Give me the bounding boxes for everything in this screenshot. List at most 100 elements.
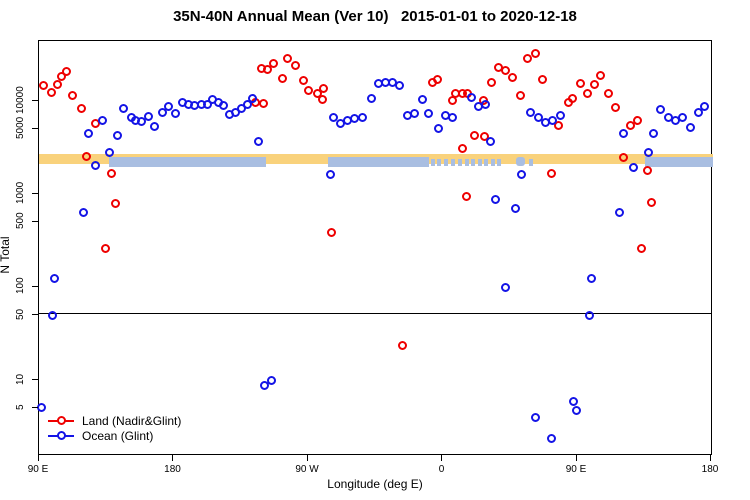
- y-tick-mark: [32, 220, 38, 222]
- data-point-ocean: [158, 108, 168, 118]
- data-point-ocean: [694, 108, 704, 118]
- legend-circle-icon: [56, 431, 66, 440]
- band-blue-speckle: [471, 159, 475, 166]
- data-point-ocean: [326, 170, 336, 180]
- legend-item-ocean: Ocean (Glint): [48, 428, 181, 443]
- data-point-ocean: [548, 116, 558, 126]
- legend: Land (Nadir&Glint) Ocean (Glint): [48, 413, 181, 443]
- data-point-land: [604, 89, 614, 99]
- data-point-ocean: [491, 195, 501, 205]
- data-point-ocean: [91, 161, 101, 171]
- band-blue-speckle: [431, 159, 435, 166]
- data-point-land: [259, 99, 269, 109]
- data-point-land: [111, 199, 121, 209]
- data-point-ocean: [358, 113, 368, 123]
- data-point-land: [82, 152, 92, 162]
- data-point-ocean: [203, 100, 213, 110]
- data-point-land: [433, 75, 443, 85]
- band-blue-segment: [109, 157, 266, 167]
- data-point-ocean: [424, 109, 434, 119]
- data-point-land: [547, 169, 557, 179]
- x-tick-label: 180: [164, 464, 181, 475]
- data-point-ocean: [367, 94, 377, 104]
- band-blue-speckle: [491, 159, 495, 166]
- data-point-ocean: [534, 113, 544, 123]
- data-point-land: [531, 49, 541, 59]
- data-point-ocean: [678, 113, 688, 123]
- x-tick-mark: [709, 455, 711, 461]
- band-blue-segment: [645, 157, 713, 167]
- legend-label: Ocean (Glint): [82, 428, 154, 443]
- data-point-land: [596, 71, 606, 81]
- data-point-ocean: [486, 137, 496, 147]
- data-point-ocean: [260, 381, 270, 391]
- data-point-land: [68, 91, 78, 101]
- data-point-ocean: [700, 102, 710, 112]
- data-point-land: [554, 121, 564, 131]
- data-point-land: [523, 54, 533, 64]
- data-point-ocean: [501, 283, 511, 293]
- x-tick-label: 90 E: [565, 464, 587, 475]
- y-tick-label: 5: [15, 404, 26, 410]
- data-point-ocean: [418, 95, 428, 105]
- data-point-land: [619, 153, 629, 163]
- data-point-ocean: [644, 148, 654, 158]
- data-point-ocean: [254, 137, 264, 147]
- x-tick-label: 0: [438, 464, 445, 475]
- band-blue-speckle: [497, 159, 501, 166]
- y-tick-mark: [32, 378, 38, 380]
- data-point-land: [318, 95, 328, 105]
- y-tick-label: 50: [15, 308, 26, 320]
- band-blue-speckle: [465, 159, 469, 166]
- refline-n50: [39, 313, 711, 315]
- legend-swatch: [48, 413, 74, 428]
- data-point-land: [62, 67, 72, 77]
- data-point-ocean: [629, 163, 639, 173]
- x-tick-label: 180: [701, 464, 719, 475]
- data-point-ocean: [547, 434, 557, 444]
- data-point-ocean: [619, 129, 629, 139]
- data-point-ocean: [615, 208, 625, 218]
- data-point-ocean: [105, 148, 115, 158]
- data-point-land: [398, 341, 408, 351]
- data-point-ocean: [656, 105, 666, 115]
- y-axis-title: N Total: [0, 236, 12, 273]
- data-point-land: [101, 244, 111, 254]
- data-point-land: [568, 94, 578, 104]
- data-point-ocean: [434, 124, 444, 134]
- data-point-land: [576, 79, 586, 89]
- band-blue-speckle: [437, 159, 441, 166]
- data-point-ocean: [517, 170, 527, 180]
- data-point-ocean: [48, 311, 58, 321]
- data-point-land: [319, 84, 329, 94]
- chart-title: 35N-40N Annual Mean (Ver 10) 2015-01-01 …: [173, 8, 577, 25]
- data-point-land: [643, 166, 653, 176]
- data-point-land: [313, 89, 323, 99]
- data-point-ocean: [585, 311, 595, 321]
- data-point-ocean: [572, 406, 582, 416]
- data-point-land: [611, 103, 621, 113]
- data-point-land: [538, 75, 548, 85]
- data-point-ocean: [556, 111, 566, 121]
- data-point-ocean: [243, 100, 253, 110]
- band-blue-speckle: [484, 159, 488, 166]
- data-point-ocean: [219, 101, 229, 111]
- data-point-ocean: [481, 100, 491, 110]
- data-point-land: [626, 121, 636, 131]
- data-point-ocean: [587, 274, 597, 284]
- data-point-ocean: [37, 403, 47, 413]
- data-point-land: [39, 81, 49, 91]
- data-point-land: [107, 169, 117, 179]
- x-tick-mark: [37, 455, 39, 461]
- data-point-ocean: [410, 109, 420, 119]
- data-point-ocean: [526, 108, 536, 118]
- data-point-land: [278, 74, 288, 84]
- data-point-land: [647, 198, 657, 208]
- data-point-ocean: [113, 131, 123, 141]
- data-point-land: [327, 228, 337, 238]
- y-tick-mark: [32, 313, 38, 315]
- data-point-land: [269, 59, 279, 69]
- data-point-ocean: [98, 116, 108, 126]
- data-point-ocean: [267, 376, 277, 386]
- data-point-land: [583, 89, 593, 99]
